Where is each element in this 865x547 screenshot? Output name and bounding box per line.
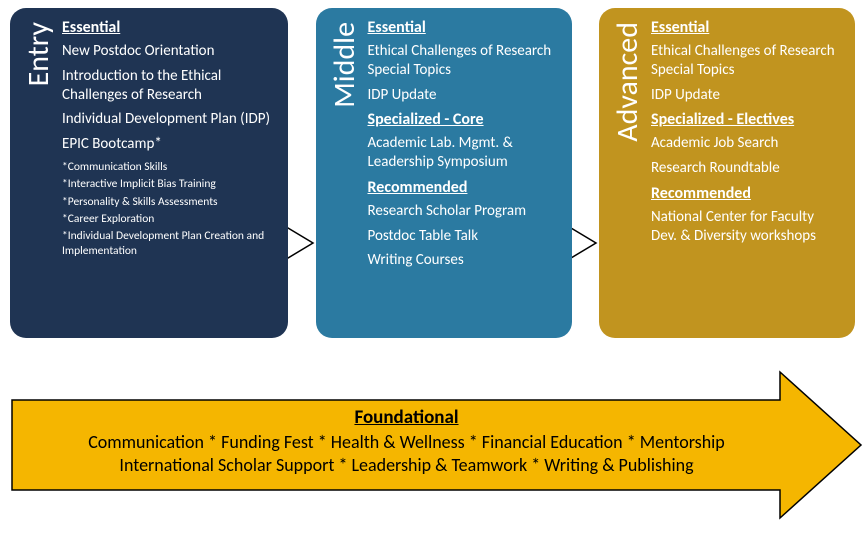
curriculum-item: Academic Lab. Mgmt. & Leadership Symposi… xyxy=(368,134,558,172)
stage-row: Entry Essential New Postdoc Orientation … xyxy=(0,0,865,338)
curriculum-subitem: *Communication Skills xyxy=(62,160,274,174)
curriculum-item: IDP Update xyxy=(651,86,841,105)
curriculum-item: Ethical Challenges of Research Special T… xyxy=(651,42,841,80)
foundational-text: Foundational Communication * Funding Fes… xyxy=(40,406,773,477)
curriculum-item: EPIC Bootcamp* xyxy=(62,135,274,154)
section-heading: Essential xyxy=(651,18,841,38)
curriculum-item: Writing Courses xyxy=(368,251,558,270)
foundational-line: International Scholar Support * Leadersh… xyxy=(40,454,773,476)
curriculum-item: IDP Update xyxy=(368,86,558,105)
curriculum-item: National Center for Faculty Dev. & Diver… xyxy=(651,208,841,246)
stage-label-advanced: Advanced xyxy=(613,22,643,142)
curriculum-item: Research Scholar Program xyxy=(368,202,558,221)
stage-middle: Middle Essential Ethical Challenges of R… xyxy=(316,8,572,338)
stage-body-advanced: Essential Ethical Challenges of Research… xyxy=(651,18,841,251)
stage-body-middle: Essential Ethical Challenges of Research… xyxy=(368,18,558,276)
foundational-line: Communication * Funding Fest * Health & … xyxy=(40,431,773,453)
section-heading: Specialized - Core xyxy=(368,110,558,130)
stage-label-entry: Entry xyxy=(24,22,54,86)
foundational-arrow: Foundational Communication * Funding Fes… xyxy=(10,370,863,520)
curriculum-item: New Postdoc Orientation xyxy=(62,42,274,61)
curriculum-subitem: *Personality & Skills Assessments xyxy=(62,195,274,209)
curriculum-item: Ethical Challenges of Research Special T… xyxy=(368,42,558,80)
curriculum-item: Postdoc Table Talk xyxy=(368,227,558,246)
curriculum-subitem: *Career Exploration xyxy=(62,212,274,226)
section-heading: Specialized - Electives xyxy=(651,110,841,130)
stage-body-entry: Essential New Postdoc Orientation Introd… xyxy=(62,18,274,261)
curriculum-item: Research Roundtable xyxy=(651,159,841,178)
curriculum-subitem: *Interactive Implicit Bias Training xyxy=(62,177,274,191)
stage-advanced: Advanced Essential Ethical Challenges of… xyxy=(599,8,855,338)
section-heading: Recommended xyxy=(368,178,558,198)
curriculum-item: Academic Job Search xyxy=(651,134,841,153)
section-heading: Recommended xyxy=(651,184,841,204)
curriculum-item: Introduction to the Ethical Challenges o… xyxy=(62,67,274,105)
stage-entry: Entry Essential New Postdoc Orientation … xyxy=(10,8,288,338)
curriculum-item: Individual Development Plan (IDP) xyxy=(62,110,274,129)
section-heading: Essential xyxy=(62,18,274,38)
curriculum-subitem: *Individual Development Plan Creation an… xyxy=(62,229,274,258)
foundational-heading: Foundational xyxy=(40,406,773,429)
section-heading: Essential xyxy=(368,18,558,38)
stage-label-middle: Middle xyxy=(330,22,360,108)
